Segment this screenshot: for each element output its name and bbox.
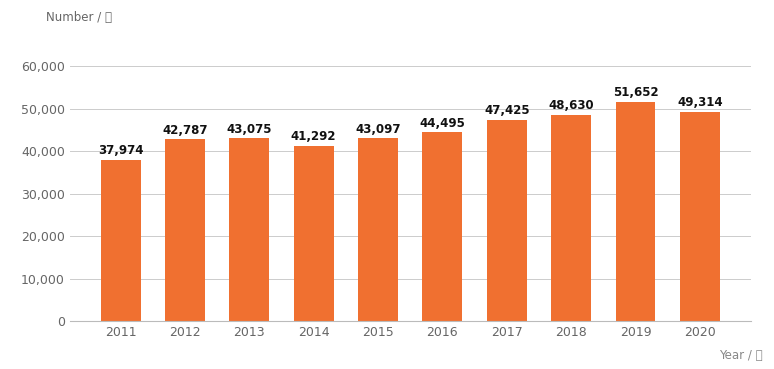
Bar xyxy=(551,115,591,321)
Text: 37,974: 37,974 xyxy=(98,144,143,157)
Bar xyxy=(293,146,334,321)
Text: 51,652: 51,652 xyxy=(613,86,659,99)
Text: Year / 年: Year / 年 xyxy=(719,349,762,362)
Text: 48,630: 48,630 xyxy=(548,99,594,112)
Bar xyxy=(165,139,205,321)
Bar xyxy=(101,160,141,321)
Text: 44,495: 44,495 xyxy=(420,117,465,130)
Bar xyxy=(423,132,462,321)
Text: 41,292: 41,292 xyxy=(291,130,337,143)
Bar xyxy=(680,112,720,321)
Text: Number / 件: Number / 件 xyxy=(46,11,112,24)
Text: 43,075: 43,075 xyxy=(227,123,272,136)
Bar xyxy=(358,138,398,321)
Bar xyxy=(615,102,656,321)
Text: 47,425: 47,425 xyxy=(484,104,529,117)
Text: 49,314: 49,314 xyxy=(677,96,723,109)
Text: 43,097: 43,097 xyxy=(355,123,401,135)
Text: 42,787: 42,787 xyxy=(163,124,207,137)
Bar xyxy=(487,120,527,321)
Bar xyxy=(229,138,269,321)
